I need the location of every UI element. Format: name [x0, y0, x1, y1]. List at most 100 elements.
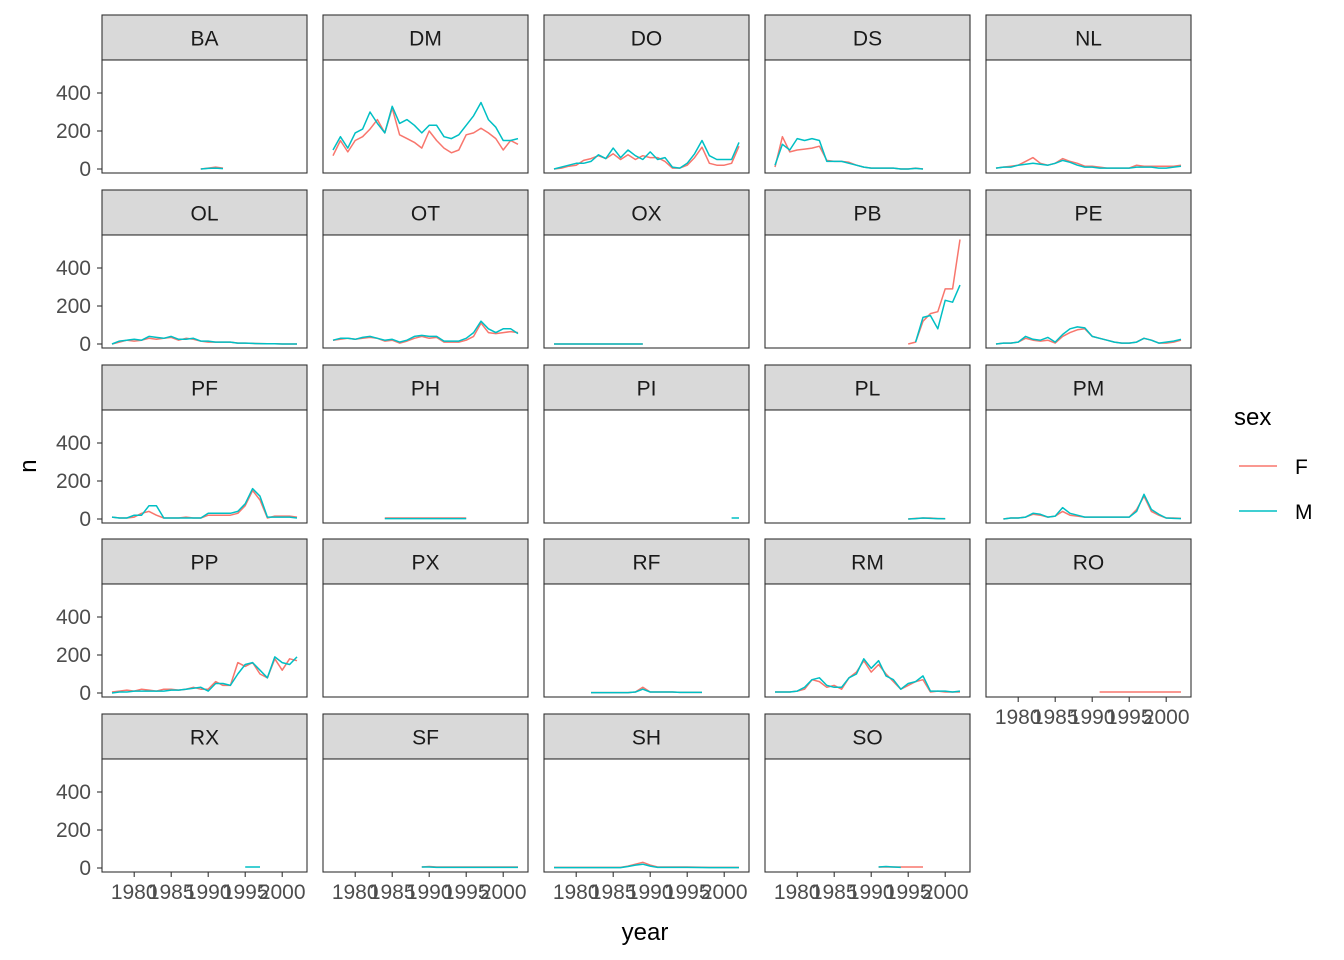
y-tick-label-rx-200: 200	[56, 819, 91, 842]
x-tick-label-sh-1980: 1980	[553, 881, 600, 904]
panel-strip-pf	[101, 364, 308, 411]
panel-ds: DS	[764, 14, 971, 174]
x-tick-label-so-1990: 1990	[848, 881, 895, 904]
x-tick-label-rx-1985: 1985	[148, 881, 195, 904]
series-ol-m	[111, 335, 297, 345]
x-tick-label-ro-1980: 1980	[995, 706, 1042, 729]
x-tick-label-rx-1995: 1995	[222, 881, 269, 904]
panel-area-pb	[764, 234, 971, 349]
panel-area-ol	[101, 234, 308, 349]
x-tick-label-sh-1985: 1985	[590, 881, 637, 904]
x-tick-label-ro-2000: 2000	[1143, 706, 1190, 729]
panel-title-sf: SF	[412, 727, 439, 750]
panel-px: PX	[322, 538, 529, 698]
y-tick-label-ol-200: 200	[56, 295, 91, 318]
panel-area-px	[322, 583, 529, 698]
series-so-m	[878, 865, 901, 869]
panel-title-ba: BA	[190, 28, 218, 51]
panel-title-so: SO	[852, 727, 882, 750]
panel-area-pe	[985, 234, 1192, 349]
panel-title-dm: DM	[409, 28, 442, 51]
y-axis-label: n	[15, 459, 42, 472]
panel-area-rf	[543, 583, 750, 698]
panel-rf: RF	[543, 538, 750, 698]
panel-pf: PF 0 200 400	[56, 364, 308, 531]
panels-layer: BA 0 200 400 DM DO DS NL OL 0 200 400 OT OX PB PE PF 0 200…	[56, 14, 1192, 904]
x-tick-label-so-1980: 1980	[774, 881, 821, 904]
panel-strip-rf	[543, 538, 750, 585]
x-tick-label-ro-1990: 1990	[1069, 706, 1116, 729]
panel-area-sf	[322, 758, 529, 873]
panel-area-dm	[322, 59, 529, 174]
series-dm-f	[332, 107, 519, 157]
panel-strip-so	[764, 713, 971, 760]
y-tick-label-ba-0: 0	[79, 158, 91, 181]
panel-title-ph: PH	[411, 378, 440, 401]
series-ba-m	[200, 167, 224, 170]
series-rm-m	[775, 658, 961, 693]
y-tick-label-pp-200: 200	[56, 644, 91, 667]
y-tick-label-pf-400: 400	[56, 432, 91, 455]
x-tick-label-so-2000: 2000	[922, 881, 969, 904]
series-sh-m	[554, 863, 739, 869]
panel-strip-sh	[543, 713, 750, 760]
series-ot-f	[332, 322, 519, 344]
series-pb-m	[914, 284, 961, 343]
panel-ba: BA 0 200 400	[56, 14, 308, 181]
panel-title-px: PX	[411, 552, 439, 575]
panel-pp: PP 0 200 400	[56, 538, 308, 705]
legend-label-m: M	[1295, 501, 1313, 524]
x-tick-label-so-1985: 1985	[811, 881, 858, 904]
panel-do: DO	[543, 14, 750, 174]
panel-area-ot	[322, 234, 529, 349]
panel-title-rx: RX	[190, 727, 219, 750]
panel-area-do	[543, 59, 750, 174]
panel-area-pl	[764, 409, 971, 524]
panel-title-pf: PF	[191, 378, 218, 401]
x-tick-label-sh-1995: 1995	[664, 881, 711, 904]
panel-strip-do	[543, 14, 750, 61]
y-tick-label-pp-400: 400	[56, 606, 91, 629]
series-ds-m	[774, 137, 924, 170]
panel-title-ds: DS	[853, 28, 882, 51]
panel-pe: PE	[985, 189, 1192, 349]
panel-title-rf: RF	[633, 552, 661, 575]
panel-strip-pb	[764, 189, 971, 236]
panel-strip-ot	[322, 189, 529, 236]
series-nl-f	[995, 156, 1182, 169]
series-pp-m	[111, 656, 298, 694]
x-tick-label-rx-2000: 2000	[259, 881, 306, 904]
panel-area-ph	[322, 409, 529, 524]
y-tick-label-pp-0: 0	[79, 682, 91, 705]
panel-area-pi	[543, 409, 750, 524]
panel-title-pl: PL	[855, 378, 881, 401]
legend-label-f: F	[1295, 456, 1308, 479]
panel-title-do: DO	[631, 28, 663, 51]
panel-title-rm: RM	[851, 552, 884, 575]
panel-title-ol: OL	[190, 203, 218, 226]
x-tick-label-so-1995: 1995	[885, 881, 932, 904]
x-tick-label-sf-1990: 1990	[406, 881, 453, 904]
panel-title-pe: PE	[1074, 203, 1102, 226]
panel-area-nl	[985, 59, 1192, 174]
series-rf-m	[591, 688, 702, 694]
y-tick-label-pf-0: 0	[79, 508, 91, 531]
panel-area-rx	[101, 758, 308, 873]
x-tick-label-rx-1980: 1980	[111, 881, 158, 904]
x-tick-label-sf-2000: 2000	[480, 881, 527, 904]
panel-strip-nl	[985, 14, 1192, 61]
series-nl-m	[995, 159, 1182, 169]
panel-title-sh: SH	[632, 727, 661, 750]
y-tick-label-rx-0: 0	[79, 857, 91, 880]
panel-title-ox: OX	[631, 203, 661, 226]
panel-dm: DM	[322, 14, 529, 174]
series-pm-m	[1003, 493, 1182, 520]
panel-pi: PI	[543, 364, 750, 524]
x-tick-label-sh-2000: 2000	[701, 881, 748, 904]
x-tick-label-ro-1995: 1995	[1106, 706, 1153, 729]
panel-area-sh	[543, 758, 750, 873]
panel-strip-pl	[764, 364, 971, 411]
